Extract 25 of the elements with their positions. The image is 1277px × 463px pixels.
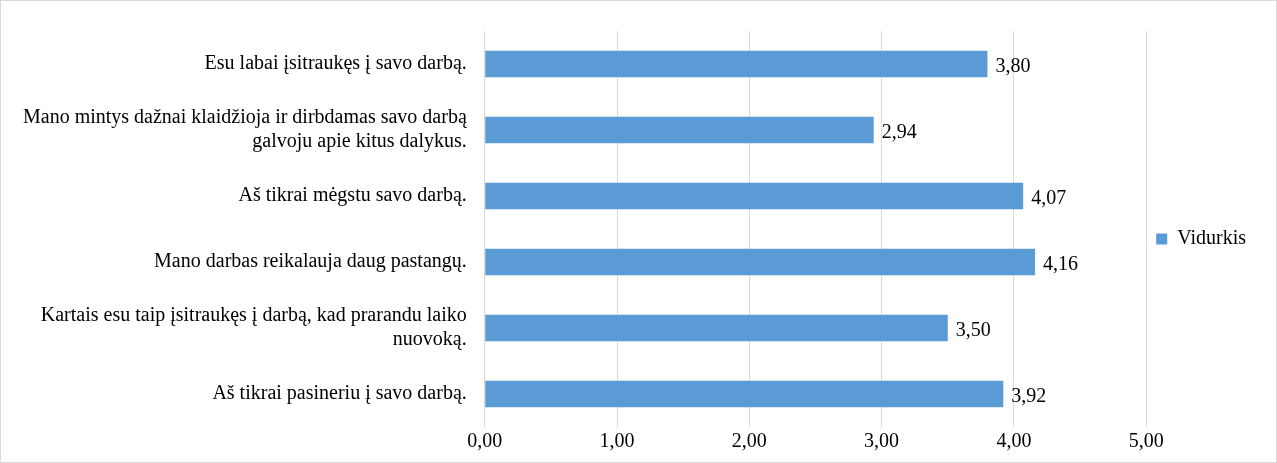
x-tick-label: 5,00 — [1128, 429, 1164, 452]
bar — [485, 182, 1024, 210]
y-tick-label: Mano darbas reikalauja daug pastangų. — [154, 249, 467, 273]
y-tick-label: Esu labai įsitraukęs į savo darbą. — [204, 51, 467, 75]
data-label: 4,07 — [1031, 186, 1067, 209]
data-label: 3,92 — [1011, 384, 1047, 407]
x-tick-label: 4,00 — [996, 429, 1032, 452]
y-tick-label: Aš tikrai mėgstu savo darbą. — [238, 183, 467, 207]
y-tick-label: Mano mintys dažnai klaidžioja ir dirbdamas savo darbą galvoju apie kitus dalykus. — [22, 105, 468, 153]
x-tick-label: 2,00 — [731, 429, 767, 452]
x-tick-label: 1,00 — [599, 429, 635, 452]
data-label: 4,16 — [1043, 252, 1079, 275]
bar — [485, 116, 874, 144]
y-tick-label: Aš tikrai pasineriu į savo darbą. — [212, 381, 467, 405]
data-label: 3,80 — [995, 54, 1031, 77]
data-label: 3,50 — [955, 318, 991, 341]
bar — [485, 50, 988, 78]
y-tick-label: Kartais esu taip įsitraukęs į darbą, kad prarandu laiko nuovoką. — [40, 303, 467, 351]
bar — [485, 380, 1004, 408]
bar — [485, 248, 1036, 276]
data-label: 2,94 — [881, 120, 917, 143]
legend-label: Vidurkis — [1177, 226, 1247, 249]
x-tick-label: 3,00 — [864, 429, 900, 452]
x-tick-label: 0,00 — [467, 429, 503, 452]
bar — [485, 314, 948, 342]
